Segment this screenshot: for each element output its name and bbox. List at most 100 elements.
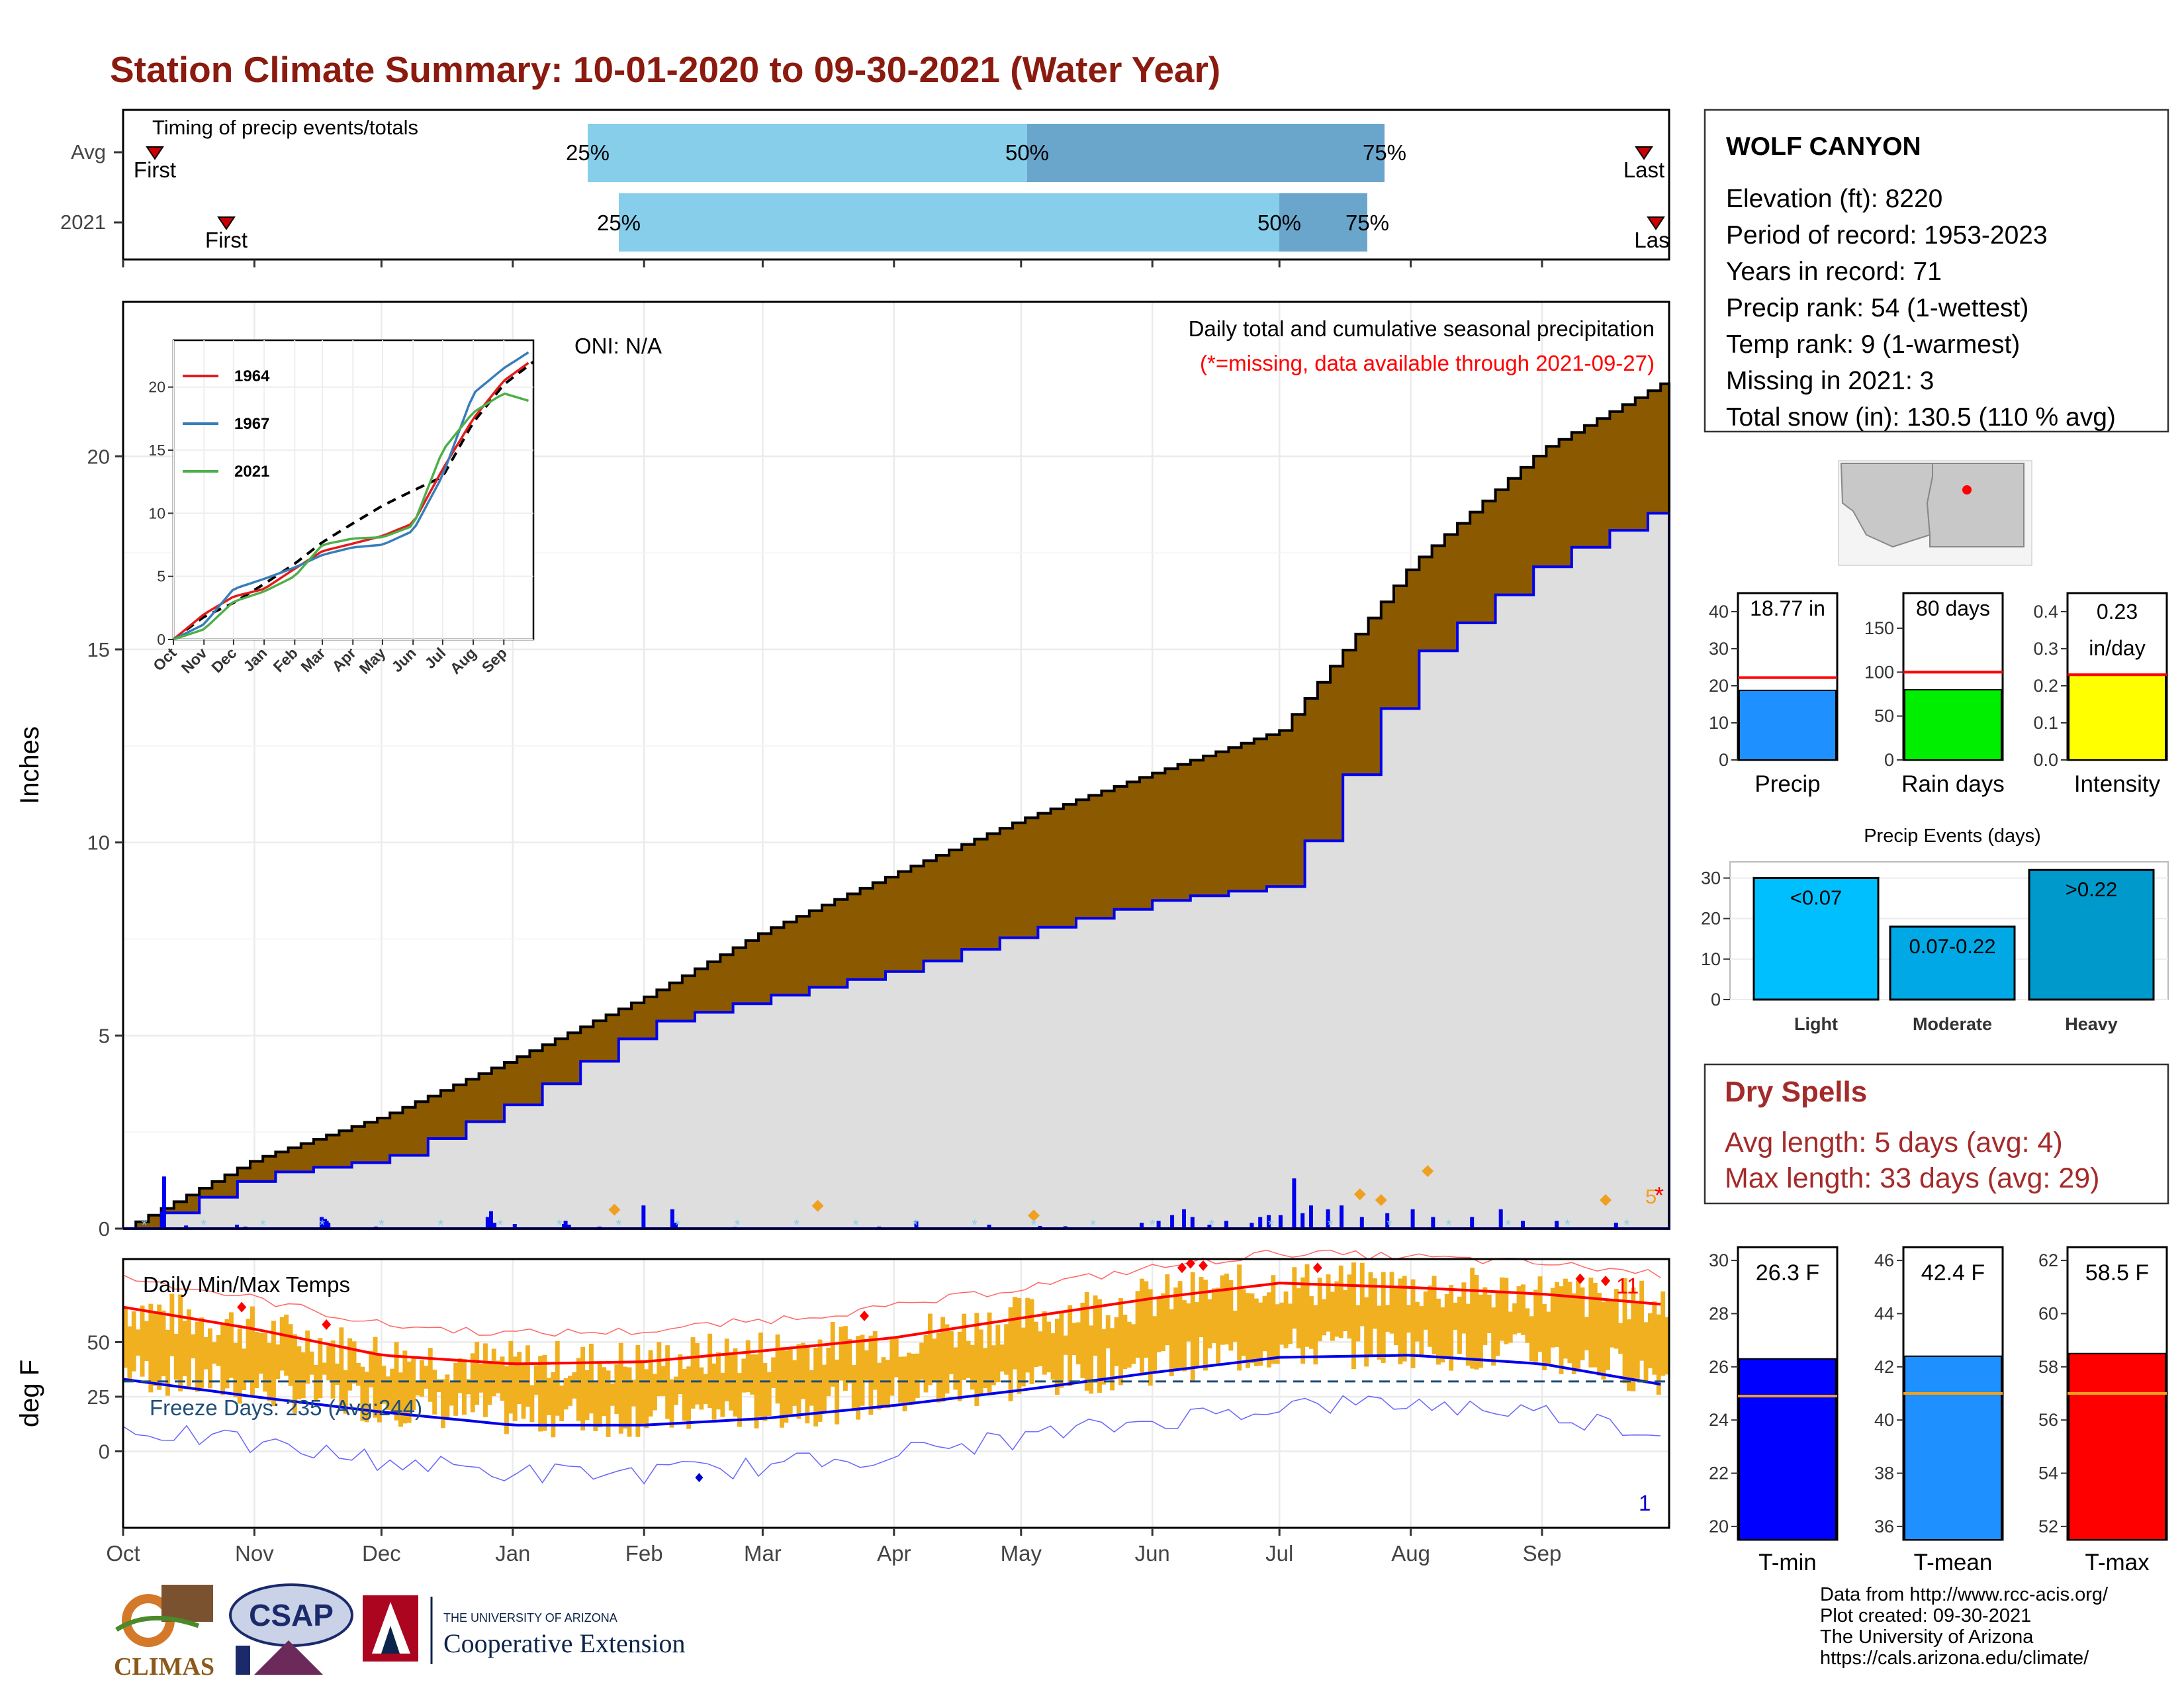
daily-temp-bar: [483, 1343, 488, 1417]
daily-precip-bar: [1140, 1223, 1144, 1229]
daily-temp-bar: [1063, 1335, 1068, 1355]
daily-temp-bar: [1241, 1289, 1246, 1356]
daily-precip-bar: [1385, 1213, 1390, 1229]
daily-temp-bar: [978, 1329, 983, 1396]
timing-2021-last-label: Las: [1634, 228, 1669, 252]
inset-legend-2021: 2021: [234, 463, 269, 481]
mini-bar-y-tick-label: 0.3: [2033, 639, 2058, 659]
daily-temp-bar: [1288, 1303, 1293, 1344]
snow-day-marker: *: [1506, 1217, 1512, 1233]
daily-temp-bar: [1237, 1264, 1242, 1371]
daily-temp-bar: [983, 1348, 988, 1389]
oni-label: ONI: N/A: [574, 334, 662, 358]
daily-temp-bar: [212, 1342, 217, 1364]
climas-logo-text: CLIMAS: [114, 1653, 214, 1681]
timing-avg-75: 75%: [1363, 140, 1406, 165]
daily-temp-bar: [1177, 1281, 1183, 1368]
mini-bar-label: Rain days: [1901, 771, 2005, 797]
mini-bar-y-tick-label: 0.4: [2033, 602, 2058, 622]
daily-temp-bar: [275, 1344, 281, 1379]
daily-precip-bar: [1326, 1209, 1330, 1229]
daily-temp-bar: [792, 1360, 797, 1406]
daily-temp-bar: [707, 1333, 713, 1409]
daily-temp-bar: [1038, 1331, 1043, 1366]
daily-temp-bar: [258, 1333, 263, 1374]
daily-temp-bar: [877, 1362, 882, 1410]
temp-panel: Daily Min/Max Temps Freeze Days: 235 (Av…: [15, 1249, 1670, 1566]
daily-temp-bar: [902, 1356, 907, 1411]
daily-temp-bar: [420, 1360, 424, 1397]
daily-temp-bar: [1313, 1305, 1318, 1365]
daily-temp-bar: [597, 1363, 602, 1428]
daily-temp-bar: [1529, 1316, 1534, 1362]
daily-temp-bar: [970, 1344, 975, 1390]
daily-precip-bar: [234, 1225, 239, 1229]
daily-temp-bar: [233, 1342, 238, 1397]
daily-temp-bar: [1220, 1275, 1225, 1345]
daily-temp-bar: [1296, 1288, 1301, 1348]
daily-temp-bar: [432, 1370, 437, 1415]
snow-day-marker: *: [142, 1217, 148, 1233]
daily-temp-bar: [1224, 1273, 1229, 1345]
daily-temp-bar: [1394, 1288, 1398, 1346]
daily-temp-bar: [1050, 1333, 1056, 1380]
daily-temp-bar: [1419, 1306, 1424, 1356]
daily-temp-bar: [1034, 1321, 1038, 1368]
daily-precip-bar: [567, 1225, 571, 1229]
cold-days-count: 1: [1639, 1491, 1651, 1515]
record-min-line: [122, 1395, 1661, 1485]
daily-temp-bar: [547, 1378, 551, 1415]
daily-precip-bar: [1309, 1205, 1313, 1229]
daily-temp-bar: [809, 1370, 814, 1406]
timing-avg-first-marker: [146, 146, 164, 160]
station-period: Period of record: 1953-2023: [1726, 221, 2048, 250]
station-info-box: WOLF CANYON Elevation (ft): 8220 Period …: [1704, 109, 2169, 433]
daily-temp-bar: [1373, 1278, 1377, 1329]
daily-temp-bar: [1584, 1317, 1589, 1350]
daily-temp-bar: [1300, 1277, 1306, 1364]
timing-avg-first-label: First: [134, 158, 176, 182]
snow-day-marker: *: [320, 1217, 326, 1233]
daily-temp-bar: [864, 1350, 869, 1380]
daily-temp-bar: [559, 1385, 565, 1421]
heavy-event-marker: [1353, 1188, 1366, 1201]
daily-temp-bar: [1436, 1298, 1441, 1365]
daily-temp-bar: [775, 1334, 780, 1404]
daily-temp-bar: [1495, 1291, 1500, 1356]
daily-temp-bar: [377, 1354, 382, 1423]
event-bar-text: >0.22: [2066, 878, 2117, 901]
snow-day-marker: *: [1268, 1217, 1274, 1233]
daily-temp-bar: [1635, 1303, 1640, 1381]
map-region-east: [1926, 463, 2025, 547]
temp-bar-y-tick-label: 40: [1874, 1410, 1894, 1430]
inset-line-1967: [173, 351, 529, 641]
daily-temp-bar: [542, 1354, 547, 1431]
daily-temp-bar: [690, 1337, 696, 1409]
daily-precip-bar: [1278, 1215, 1283, 1229]
daily-temp-bar: [1504, 1278, 1509, 1344]
inset-y-tick-label: 0: [157, 631, 165, 648]
mini-bar-value: 80 days: [1916, 596, 1990, 620]
temp-bar-y-tick-label: 46: [1874, 1250, 1894, 1270]
daily-temp-bar: [1406, 1305, 1412, 1333]
daily-temp-bar: [1186, 1303, 1191, 1342]
precip-heading: Daily total and cumulative seasonal prec…: [1189, 316, 1655, 341]
month-label-may: May: [1001, 1541, 1042, 1566]
snow-day-marker: *: [1624, 1217, 1630, 1233]
average-max-line: [122, 1282, 1661, 1366]
inset-y-tick-label: 10: [148, 504, 165, 522]
event-bar-label: Heavy: [2065, 1014, 2118, 1034]
daily-temp-bar: [813, 1347, 819, 1427]
daily-precip-bar: [1207, 1225, 1212, 1229]
temp-bar-y-tick-label: 24: [1709, 1410, 1729, 1430]
daily-temp-bar: [995, 1325, 1001, 1383]
daily-temp-bar: [762, 1362, 768, 1421]
daily-temp-bar: [580, 1346, 586, 1430]
daily-temp-bar: [148, 1303, 154, 1393]
timing-title: Timing of precip events/totals: [152, 116, 418, 139]
events-y-tick-label: 0: [1711, 990, 1721, 1009]
daily-precip-bar: [1470, 1217, 1475, 1229]
daily-temp-bar: [351, 1341, 357, 1384]
daily-temp-bar: [928, 1313, 933, 1385]
daily-temp-bar: [173, 1333, 179, 1380]
